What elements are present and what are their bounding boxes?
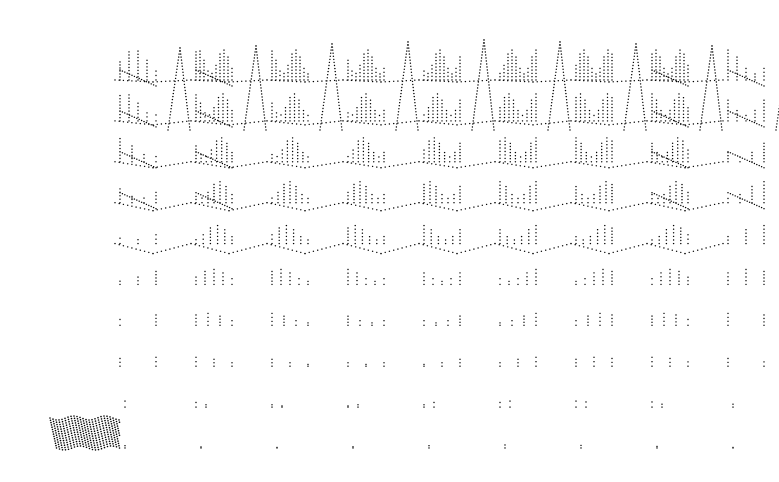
corner-dot-cluster bbox=[49, 415, 121, 451]
dot-pattern bbox=[114, 39, 779, 449]
